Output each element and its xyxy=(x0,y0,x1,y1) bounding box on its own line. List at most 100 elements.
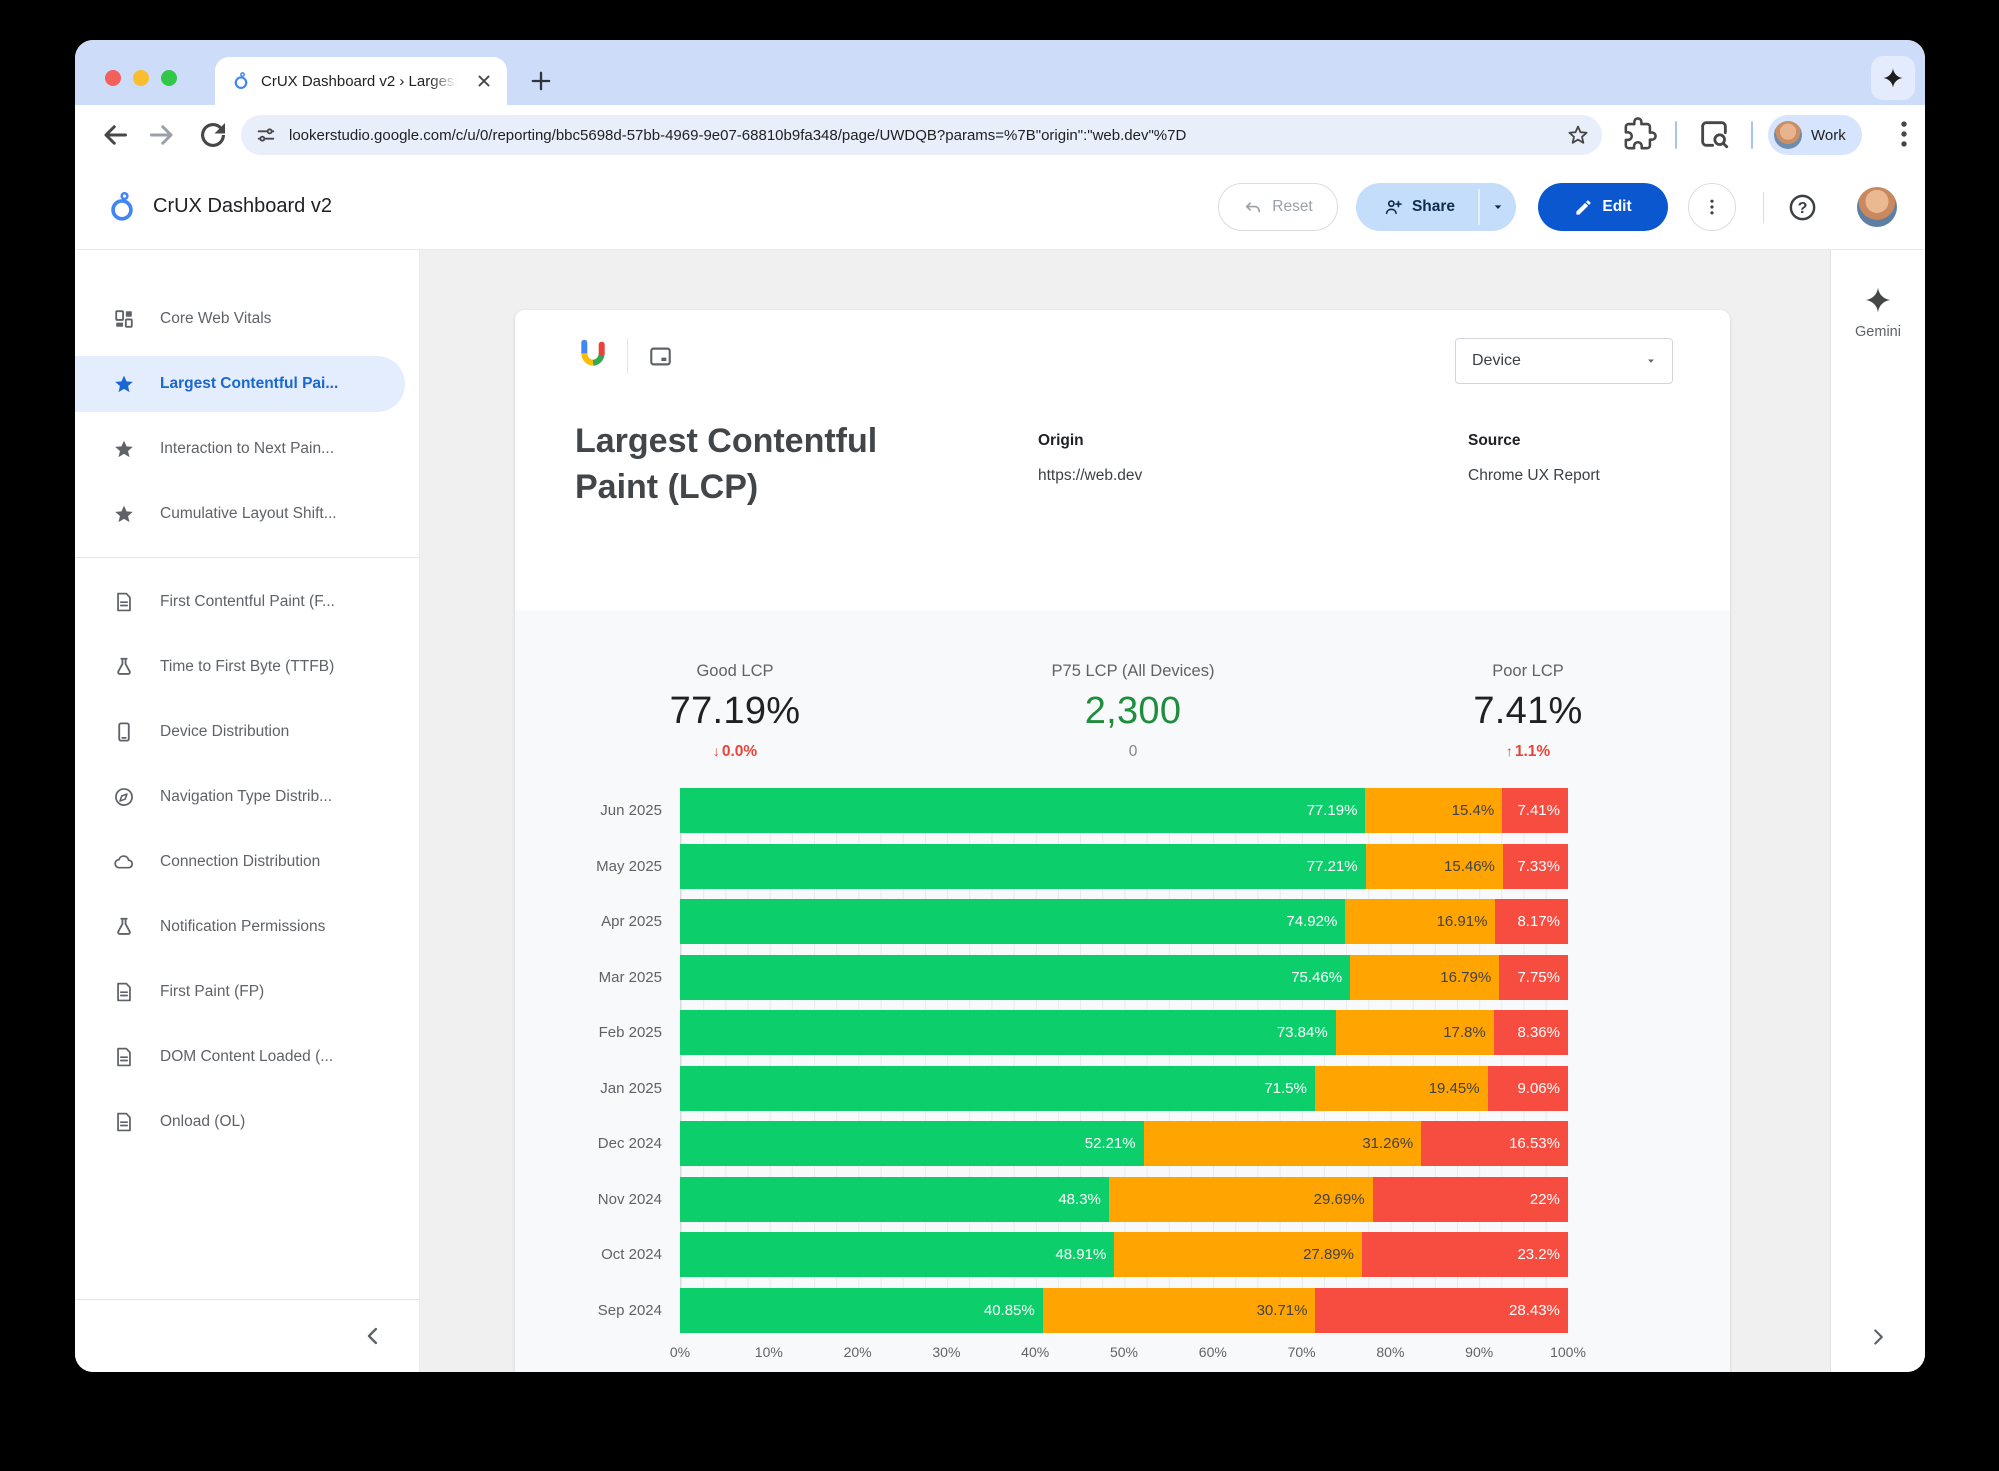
stacked-bar[interactable]: 48.91% 27.89% 23.2% xyxy=(680,1232,1568,1277)
tab-title: CrUX Dashboard v2 › Largest xyxy=(261,72,457,90)
bar-segment-poor[interactable]: 22% xyxy=(1372,1176,1568,1222)
stacked-bar[interactable]: 40.85% 30.71% 28.43% xyxy=(680,1287,1568,1333)
document-icon xyxy=(113,591,135,613)
chart-x-axis: 0% 10% 20% 30% 40% 50% 60% 70% 80% 90% 100% xyxy=(670,1344,1586,1364)
sidebar-item[interactable]: Cumulative Layout Shift... xyxy=(75,486,419,542)
pencil-icon xyxy=(1574,198,1593,217)
bar-segment-value: 31.26% xyxy=(1362,1135,1414,1152)
new-tab-button[interactable] xyxy=(527,67,555,95)
fullscreen-icon[interactable] xyxy=(647,343,674,370)
bar-segment-needs-improvement[interactable]: 15.46% xyxy=(1365,843,1503,889)
bar-segment-good[interactable]: 77.19% xyxy=(680,788,1366,833)
x-axis-tick: 50% xyxy=(1109,1344,1139,1360)
bar-segment-poor[interactable]: 9.06% xyxy=(1487,1065,1568,1111)
account-avatar[interactable] xyxy=(1857,187,1897,227)
sidebar-item[interactable]: Navigation Type Distrib... xyxy=(75,769,419,825)
bar-segment-poor[interactable]: 8.17% xyxy=(1495,899,1568,944)
gemini-sparkle-icon[interactable] xyxy=(1864,286,1892,314)
sidebar-item[interactable]: Interaction to Next Pain... xyxy=(75,421,419,477)
close-tab-icon[interactable] xyxy=(473,70,495,92)
sidebar-item-label: First Paint (FP) xyxy=(160,983,265,1000)
sidebar-item[interactable]: Time to First Byte (TTFB) xyxy=(75,639,419,695)
address-bar[interactable]: lookerstudio.google.com/c/u/0/reporting/… xyxy=(241,115,1602,155)
bar-segment-needs-improvement[interactable]: 29.69% xyxy=(1108,1176,1373,1222)
sidebar-item[interactable]: Device Distribution xyxy=(75,704,419,760)
stat-p75-lcp: P75 LCP (All Devices) 2,300 0 xyxy=(973,662,1293,761)
sidebar-item[interactable]: Onload (OL) xyxy=(75,1094,419,1150)
sidebar-item[interactable]: DOM Content Loaded (... xyxy=(75,1029,419,1085)
profile-chip[interactable]: Work xyxy=(1768,115,1862,155)
bar-segment-poor[interactable]: 8.36% xyxy=(1493,1010,1568,1055)
stacked-bar[interactable]: 75.46% 16.79% 7.75% xyxy=(680,954,1568,1000)
stacked-bar[interactable]: 73.84% 17.8% 8.36% xyxy=(680,1010,1568,1055)
bar-segment-good[interactable]: 52.21% xyxy=(680,1121,1144,1166)
back-button[interactable] xyxy=(97,117,133,153)
bar-segment-poor[interactable]: 16.53% xyxy=(1421,1121,1568,1166)
browser-ai-button[interactable] xyxy=(1871,56,1915,100)
browser-menu-icon[interactable] xyxy=(1887,117,1921,151)
bar-segment-good[interactable]: 40.85% xyxy=(680,1287,1043,1333)
bar-segment-value: 73.84% xyxy=(1276,1024,1328,1041)
stacked-bar[interactable]: 77.21% 15.46% 7.33% xyxy=(680,843,1568,889)
edit-button[interactable]: Edit xyxy=(1538,183,1668,231)
extensions-icon[interactable] xyxy=(1623,117,1657,151)
stacked-bar[interactable]: 48.3% 29.69% 22% xyxy=(680,1176,1568,1222)
sidebar-item[interactable]: First Paint (FP) xyxy=(75,964,419,1020)
stacked-bar[interactable]: 52.21% 31.26% 16.53% xyxy=(680,1121,1568,1166)
bar-segment-good[interactable]: 73.84% xyxy=(680,1010,1336,1055)
cloud-icon xyxy=(113,851,135,873)
help-button[interactable]: ? xyxy=(1787,192,1818,223)
sidebar-item[interactable]: Connection Distribution xyxy=(75,834,419,890)
bar-segment-needs-improvement[interactable]: 30.71% xyxy=(1042,1287,1316,1333)
site-settings-icon[interactable] xyxy=(255,124,277,146)
bar-segment-poor[interactable]: 23.2% xyxy=(1361,1232,1568,1277)
bar-segment-good[interactable]: 48.91% xyxy=(680,1232,1115,1277)
bar-segment-needs-improvement[interactable]: 17.8% xyxy=(1335,1010,1494,1055)
device-filter-dropdown[interactable]: Device xyxy=(1455,338,1673,384)
sidebar-item[interactable]: Core Web Vitals xyxy=(75,291,419,347)
share-dropdown-icon[interactable] xyxy=(1490,199,1506,215)
bar-segment-needs-improvement[interactable]: 16.79% xyxy=(1350,954,1500,1000)
forward-button[interactable] xyxy=(144,117,180,153)
panel-expand-icon[interactable] xyxy=(1865,1324,1891,1350)
bar-segment-value: 74.92% xyxy=(1286,913,1338,930)
bar-segment-value: 77.19% xyxy=(1306,802,1358,819)
bar-segment-needs-improvement[interactable]: 31.26% xyxy=(1143,1121,1422,1166)
sidebar-item[interactable]: First Contentful Paint (F... xyxy=(75,574,419,630)
sidebar-item[interactable]: Notification Permissions xyxy=(75,899,419,955)
bar-segment-good[interactable]: 71.5% xyxy=(680,1065,1315,1111)
chart-row-label: Apr 2025 xyxy=(601,913,662,930)
tab-search-icon[interactable] xyxy=(1697,117,1731,151)
bookmark-icon[interactable] xyxy=(1566,123,1590,147)
more-options-button[interactable] xyxy=(1688,183,1736,231)
reset-button[interactable]: Reset xyxy=(1218,183,1338,231)
bar-segment-good[interactable]: 77.21% xyxy=(680,843,1366,889)
bar-segment-needs-improvement[interactable]: 16.91% xyxy=(1345,899,1496,944)
stacked-bar[interactable]: 74.92% 16.91% 8.17% xyxy=(680,899,1568,944)
reload-button[interactable] xyxy=(195,117,231,153)
flask-icon xyxy=(113,916,135,938)
sidebar-footer-divider xyxy=(75,1299,419,1300)
bar-segment-poor[interactable]: 28.43% xyxy=(1315,1287,1568,1333)
stacked-bar[interactable]: 77.19% 15.4% 7.41% xyxy=(680,788,1568,833)
sidebar-item[interactable]: Largest Contentful Pai... xyxy=(75,356,405,412)
share-label: Share xyxy=(1411,198,1456,215)
bar-segment-needs-improvement[interactable]: 15.4% xyxy=(1365,788,1503,833)
bar-segment-poor[interactable]: 7.75% xyxy=(1499,954,1568,1000)
maximize-window-button[interactable] xyxy=(161,70,177,86)
bar-segment-poor[interactable]: 7.33% xyxy=(1502,843,1568,889)
bar-segment-poor[interactable]: 7.41% xyxy=(1502,788,1568,833)
stacked-bar[interactable]: 71.5% 19.45% 9.06% xyxy=(680,1065,1568,1111)
crux-logo-icon xyxy=(105,190,139,224)
bar-segment-good[interactable]: 48.3% xyxy=(680,1176,1109,1222)
bar-segment-good[interactable]: 74.92% xyxy=(680,899,1346,944)
toolbar-divider xyxy=(1675,121,1677,149)
close-window-button[interactable] xyxy=(105,70,121,86)
bar-segment-good[interactable]: 75.46% xyxy=(680,954,1351,1000)
share-button[interactable]: Share xyxy=(1356,183,1516,231)
minimize-window-button[interactable] xyxy=(133,70,149,86)
sidebar-collapse-button[interactable] xyxy=(359,1322,387,1350)
bar-segment-needs-improvement[interactable]: 27.89% xyxy=(1114,1232,1362,1277)
browser-tab[interactable]: CrUX Dashboard v2 › Largest xyxy=(215,57,507,105)
bar-segment-needs-improvement[interactable]: 19.45% xyxy=(1314,1065,1488,1111)
